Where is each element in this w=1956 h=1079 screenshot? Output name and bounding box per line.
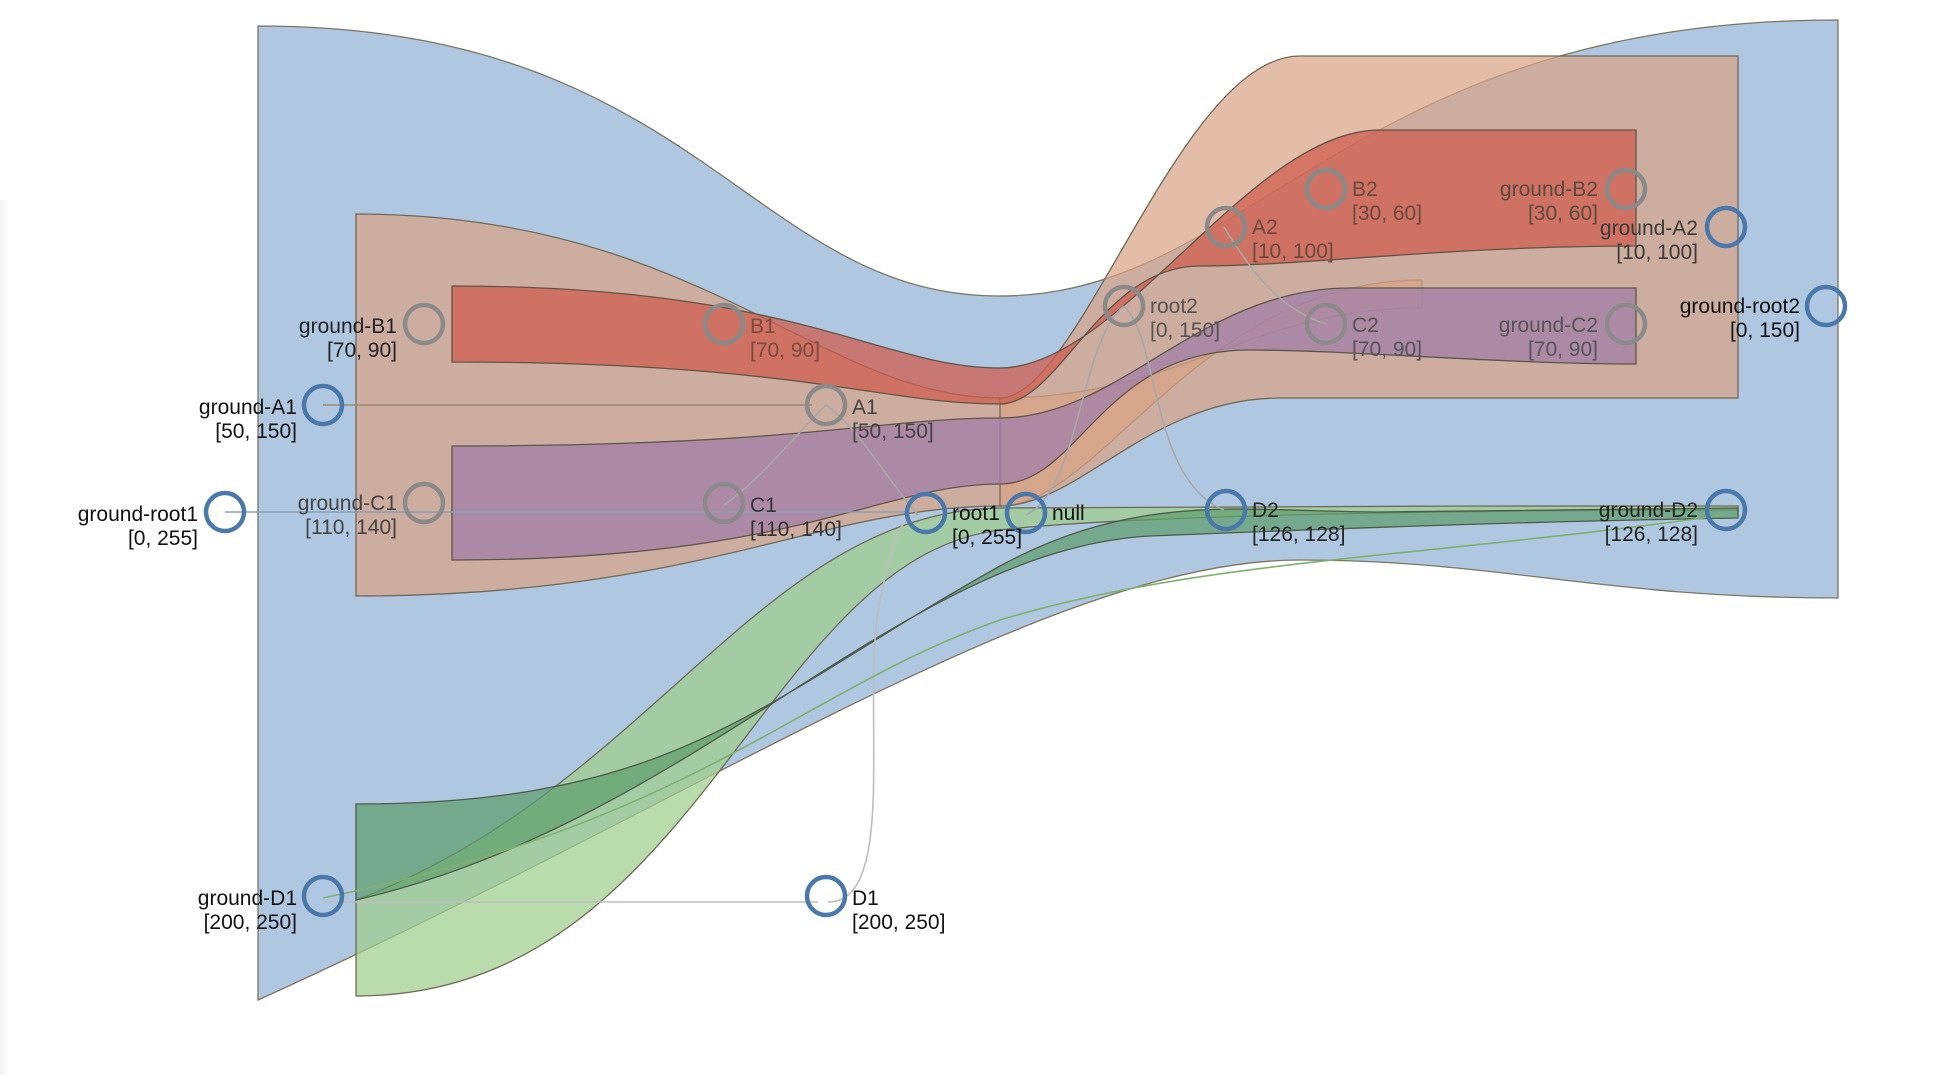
edge-root1-a1	[825, 404, 919, 516]
label-range: [110, 140]	[750, 518, 842, 541]
label-name: ground-root2	[1680, 295, 1800, 318]
node-ground-c1-circle[interactable]	[402, 481, 446, 525]
label-name: ground-root1	[78, 503, 198, 526]
node-c1-circle[interactable]	[702, 481, 746, 525]
node-ground-c2-circle[interactable]	[1604, 302, 1648, 346]
node-a1-circle[interactable]	[804, 383, 848, 427]
node-d2-circle[interactable]	[1204, 488, 1248, 532]
label-range: [0, 255]	[952, 526, 1022, 549]
node-ground-b1-circle[interactable]	[402, 302, 446, 346]
edge-d1-root1	[827, 514, 919, 903]
label-range: [50, 150]	[852, 420, 934, 443]
label-ground-root1: ground-root1 [0, 255]	[78, 503, 198, 550]
label-d2: D2 [126, 128]	[1252, 499, 1345, 546]
label-ground-c2: ground-C2 [70, 90]	[1499, 314, 1598, 361]
label-ground-b1: ground-B1 [70, 90]	[299, 315, 397, 362]
label-name: ground-D1	[198, 887, 297, 910]
label-name: B1	[750, 315, 776, 338]
label-c2: C2 [70, 90]	[1352, 314, 1422, 361]
label-range: [126, 128]	[1252, 523, 1345, 546]
label-range: [70, 90]	[1528, 338, 1598, 361]
node-null-circle[interactable]	[1004, 491, 1048, 535]
label-name: ground-A2	[1600, 217, 1698, 240]
label-name: ground-C1	[298, 492, 397, 515]
label-range: [30, 60]	[1352, 202, 1422, 225]
label-a2: A2 [10, 100]	[1252, 216, 1334, 263]
label-name: D1	[852, 887, 879, 910]
label-ground-c1: ground-C1 [110, 140]	[298, 492, 397, 539]
label-range: [0, 150]	[1730, 319, 1800, 342]
label-range: [110, 140]	[305, 516, 397, 539]
label-name: root1	[952, 502, 1000, 525]
label-range: [70, 90]	[327, 339, 397, 362]
node-ground-d2-circle[interactable]	[1704, 488, 1748, 532]
label-d1: D1 [200, 250]	[852, 887, 945, 934]
label-range: [200, 250]	[852, 911, 945, 934]
node-ground-a2-circle[interactable]	[1704, 205, 1748, 249]
node-ground-root2-circle[interactable]	[1804, 284, 1848, 328]
label-ground-d1: ground-D1 [200, 250]	[198, 887, 297, 934]
node-root2-circle[interactable]	[1102, 284, 1146, 328]
edge-a1-c1	[723, 404, 827, 506]
left-edge-shadow	[0, 200, 10, 1074]
label-name: C1	[750, 494, 777, 517]
label-range: [126, 128]	[1605, 523, 1698, 546]
label-name: C2	[1352, 314, 1379, 337]
label-range: [30, 60]	[1528, 202, 1598, 225]
label-range: [70, 90]	[750, 339, 820, 362]
node-ground-root1-circle[interactable]	[203, 490, 247, 534]
label-name: B2	[1352, 178, 1378, 201]
node-root1-circle[interactable]	[904, 491, 948, 535]
label-range: [70, 90]	[1352, 338, 1422, 361]
label-c1: C1 [110, 140]	[750, 494, 842, 541]
label-name: ground-B2	[1500, 178, 1598, 201]
label-root2: root2 [0, 150]	[1150, 295, 1220, 342]
label-name: root2	[1150, 295, 1198, 318]
label-name: A2	[1252, 216, 1278, 239]
label-ground-d2: ground-D2 [126, 128]	[1599, 499, 1698, 546]
label-a1: A1 [50, 150]	[852, 396, 934, 443]
node-b2-circle[interactable]	[1304, 167, 1348, 211]
node-c2-circle[interactable]	[1304, 302, 1348, 346]
label-ground-a1: ground-A1 [50, 150]	[199, 396, 297, 443]
label-name: ground-A1	[199, 396, 297, 419]
edge-green-thin	[322, 514, 1726, 899]
label-name: ground-C2	[1499, 314, 1598, 337]
node-ground-b2-circle[interactable]	[1604, 167, 1648, 211]
label-b2: B2 [30, 60]	[1352, 178, 1422, 225]
label-range: [50, 150]	[215, 420, 297, 443]
node-ground-d1-circle[interactable]	[301, 874, 345, 918]
label-name: D2	[1252, 499, 1279, 522]
label-range: [0, 150]	[1150, 319, 1220, 342]
edge-a2-c2	[1223, 226, 1327, 325]
label-name: ground-B1	[299, 315, 397, 338]
label-range: [0, 255]	[128, 527, 198, 550]
label-name: null	[1052, 502, 1085, 525]
label-null: null	[1052, 502, 1085, 525]
label-name: A1	[852, 396, 878, 419]
edge-null-root2	[1025, 305, 1125, 516]
label-root1: root1 [0, 255]	[952, 502, 1022, 549]
node-d1-circle[interactable]	[804, 874, 848, 918]
band-d-dark	[355, 507, 1739, 901]
label-ground-a2: ground-A2 [10, 100]	[1600, 217, 1698, 264]
label-name: ground-D2	[1599, 499, 1698, 522]
label-range: [10, 100]	[1616, 241, 1698, 264]
label-b1: B1 [70, 90]	[750, 315, 820, 362]
node-ground-a1-circle[interactable]	[301, 383, 345, 427]
band-c	[451, 287, 1637, 561]
label-range: [10, 100]	[1252, 240, 1334, 263]
node-a2-circle[interactable]	[1204, 205, 1248, 249]
node-b1-circle[interactable]	[702, 302, 746, 346]
label-ground-b2: ground-B2 [30, 60]	[1500, 178, 1598, 225]
edge-root2-d2	[1123, 305, 1225, 511]
label-ground-root2: ground-root2 [0, 150]	[1680, 295, 1800, 342]
label-range: [200, 250]	[204, 911, 297, 934]
